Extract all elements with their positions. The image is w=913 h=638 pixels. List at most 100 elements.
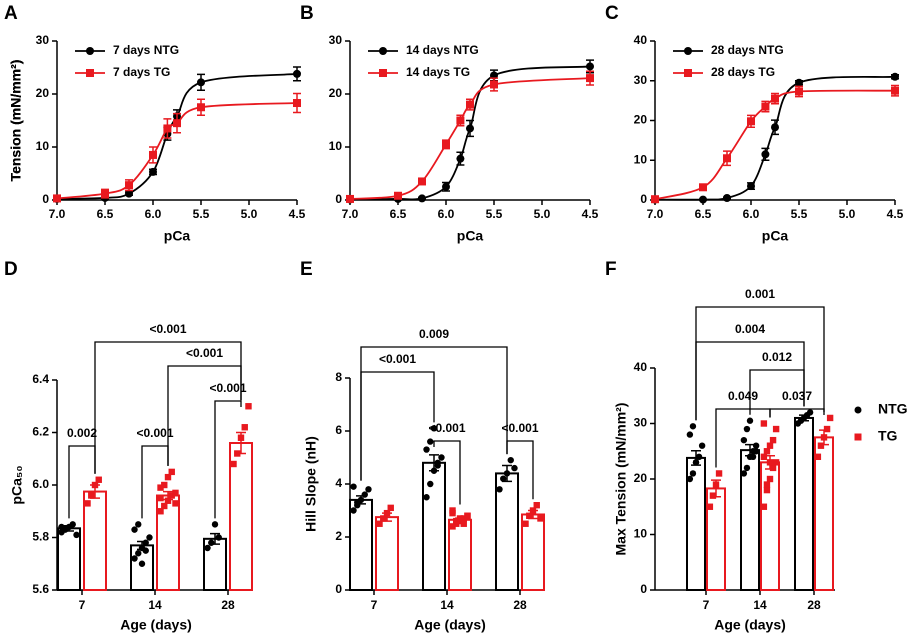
- marker: [456, 515, 464, 522]
- x-tick-label: 4.5: [289, 207, 306, 221]
- marker: [197, 78, 205, 87]
- marker: [442, 140, 450, 149]
- marker: [430, 425, 438, 432]
- marker: [466, 100, 474, 109]
- marker: [380, 515, 387, 522]
- fit-line: [654, 89, 896, 201]
- marker: [537, 515, 544, 522]
- marker: [651, 195, 659, 204]
- marker: [354, 499, 361, 506]
- marker: [766, 459, 774, 466]
- marker: [769, 436, 777, 444]
- marker: [211, 521, 219, 528]
- x-tick-label: 4.5: [582, 207, 599, 221]
- marker: [456, 116, 465, 125]
- p-value-label: <0.001: [209, 381, 246, 395]
- marker: [766, 442, 774, 449]
- marker: [522, 520, 529, 527]
- legend-label: NTG: [878, 401, 908, 417]
- marker: [891, 72, 899, 81]
- legend-label: 7 days TG: [113, 65, 170, 79]
- panel-letter: D: [4, 259, 18, 280]
- y-tick-label: 6.4: [32, 372, 49, 386]
- significance-bracket: [360, 346, 508, 481]
- marker: [418, 177, 426, 186]
- y-tick-label: 6.0: [32, 477, 49, 491]
- marker: [163, 124, 172, 133]
- significance-bracket: [214, 400, 242, 519]
- p-value-label: 0.049: [728, 389, 758, 403]
- marker: [149, 150, 157, 159]
- marker: [293, 99, 301, 108]
- legend-marker: [684, 69, 692, 77]
- marker: [752, 448, 760, 455]
- marker: [161, 481, 168, 489]
- marker: [772, 425, 780, 433]
- marker: [387, 504, 394, 512]
- marker: [376, 520, 383, 527]
- marker: [891, 86, 899, 95]
- x-tick-label: 7: [371, 598, 378, 612]
- marker: [172, 489, 179, 497]
- marker: [771, 94, 779, 103]
- x-tick-label: 6.0: [145, 207, 162, 221]
- y-tick-label: 0: [335, 582, 342, 596]
- marker: [761, 102, 770, 111]
- y-tick-label: 10: [634, 527, 648, 541]
- x-tick-label: 6.5: [97, 207, 114, 221]
- marker: [91, 481, 99, 489]
- panel-letter: C: [605, 3, 619, 24]
- marker: [173, 119, 181, 128]
- y-tick-label: 10: [634, 152, 648, 166]
- significance-bracket: [433, 440, 461, 505]
- marker: [168, 492, 175, 499]
- marker: [125, 189, 133, 198]
- marker: [466, 124, 474, 133]
- marker: [237, 434, 245, 441]
- marker: [204, 544, 211, 552]
- y-axis-label: Max Tension (mN/mm²): [613, 403, 629, 556]
- x-tick-label: 7: [79, 598, 86, 612]
- marker: [131, 555, 138, 562]
- x-tick-label: 6.5: [695, 207, 712, 221]
- y-tick-label: 0: [640, 192, 647, 206]
- marker: [490, 80, 498, 89]
- marker: [146, 534, 153, 541]
- p-value-label: 0.004: [735, 322, 765, 336]
- marker: [763, 448, 771, 455]
- p-value-label: <0.001: [149, 322, 186, 336]
- marker: [135, 550, 142, 557]
- marker: [586, 62, 594, 71]
- y-tick-label: 0: [42, 192, 49, 206]
- marker: [138, 560, 146, 567]
- bar: [794, 416, 814, 592]
- x-tick-label: 14: [440, 598, 454, 612]
- marker: [695, 453, 703, 460]
- marker: [747, 117, 755, 126]
- legend-label: 14 days NTG: [406, 43, 479, 57]
- marker: [507, 456, 514, 464]
- x-axis-label: Age (days): [414, 617, 486, 633]
- marker: [456, 154, 465, 163]
- legend-label: 28 days TG: [711, 65, 775, 79]
- y-tick-label: 4: [335, 476, 342, 490]
- marker: [743, 464, 751, 472]
- marker: [689, 423, 697, 430]
- x-tick-label: 6.0: [438, 207, 455, 221]
- marker: [142, 547, 149, 554]
- marker: [699, 195, 707, 204]
- marker: [164, 473, 172, 481]
- marker: [740, 470, 748, 477]
- marker: [95, 476, 102, 483]
- marker: [771, 123, 779, 132]
- fit-line: [349, 77, 591, 200]
- marker: [346, 194, 354, 203]
- x-tick-label: 4.5: [887, 207, 904, 221]
- y-tick-label: 0: [640, 582, 647, 596]
- bar: [814, 436, 834, 591]
- marker: [814, 453, 822, 460]
- marker: [686, 475, 694, 483]
- marker: [423, 494, 430, 501]
- marker: [795, 78, 803, 87]
- y-tick-label: 40: [634, 360, 648, 374]
